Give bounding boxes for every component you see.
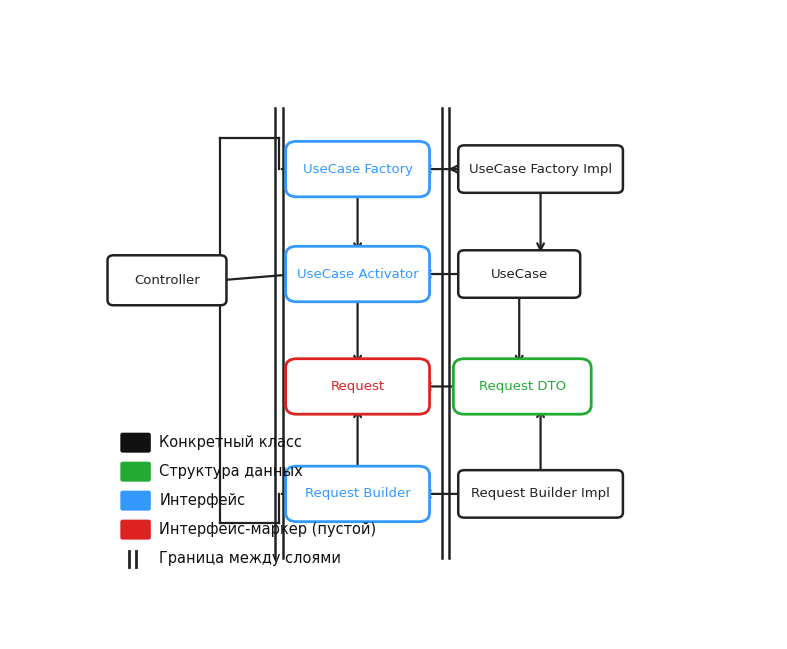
Text: Request DTO: Request DTO (478, 380, 566, 393)
FancyBboxPatch shape (286, 359, 430, 414)
FancyBboxPatch shape (458, 251, 580, 298)
Text: Интерфейс-маркер (пустой): Интерфейс-маркер (пустой) (159, 522, 376, 537)
Text: Структура данных: Структура данных (159, 464, 303, 479)
FancyBboxPatch shape (120, 433, 151, 453)
Text: Request: Request (331, 380, 385, 393)
FancyBboxPatch shape (453, 359, 591, 414)
Text: UseCase Factory Impl: UseCase Factory Impl (469, 163, 612, 176)
Text: Request Builder: Request Builder (305, 487, 411, 500)
FancyBboxPatch shape (120, 491, 151, 511)
Text: Request Builder Impl: Request Builder Impl (471, 487, 610, 500)
FancyBboxPatch shape (458, 145, 623, 193)
FancyBboxPatch shape (120, 461, 151, 482)
FancyBboxPatch shape (458, 470, 623, 518)
FancyBboxPatch shape (108, 255, 227, 305)
Text: UseCase Activator: UseCase Activator (297, 267, 419, 280)
Text: Интерфейс: Интерфейс (159, 493, 246, 508)
Text: Конкретный класс: Конкретный класс (159, 435, 302, 450)
Text: Controller: Controller (134, 274, 200, 287)
Text: UseCase Factory: UseCase Factory (302, 163, 412, 176)
FancyBboxPatch shape (286, 466, 430, 522)
FancyBboxPatch shape (120, 520, 151, 539)
Text: UseCase: UseCase (490, 267, 548, 280)
FancyBboxPatch shape (286, 141, 430, 197)
FancyBboxPatch shape (286, 246, 430, 302)
Text: Граница между слоями: Граница между слоями (159, 551, 342, 566)
